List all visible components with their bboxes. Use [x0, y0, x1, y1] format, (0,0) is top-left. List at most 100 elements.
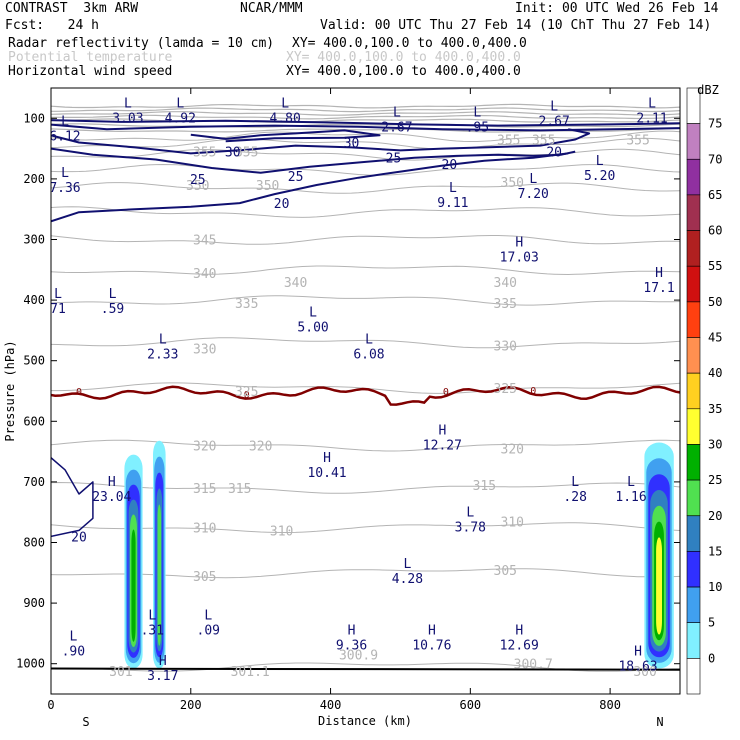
y-tick-label: 200 — [23, 172, 45, 186]
theta-isentrope — [51, 235, 680, 245]
extremum-marker: L — [550, 99, 558, 114]
theta-contour-label: 335 — [494, 297, 517, 312]
extremum-marker: L — [109, 287, 117, 302]
extremum-value: 10.76 — [412, 638, 451, 653]
extremum-marker: L — [627, 475, 635, 490]
y-tick-label: 500 — [23, 354, 45, 368]
extremum-value: 2.33 — [147, 348, 178, 363]
extremum-value: 1.16 — [615, 490, 646, 505]
theta-isentrope — [51, 137, 680, 150]
theta-isentrope — [51, 123, 680, 128]
wind-isotach — [51, 119, 680, 127]
colorbar-swatch — [686, 194, 701, 231]
colorbar-swatch — [686, 408, 701, 445]
colorbar-swatch — [686, 301, 701, 338]
extremum-marker: L — [281, 96, 289, 111]
theta-contour-label: 315 — [193, 482, 216, 497]
theta-isentrope — [51, 182, 680, 194]
theta-contour-label: 350 — [256, 179, 279, 194]
wind-isotach — [51, 147, 576, 174]
theta-contour-label: 345 — [193, 234, 216, 249]
colorbar-swatch — [686, 551, 701, 588]
freezing-line-label: 0 — [244, 390, 250, 401]
extremum-marker: H — [428, 623, 436, 638]
theta-contour-label: 305 — [193, 570, 216, 585]
colorbar-swatch — [686, 515, 701, 552]
extremum-marker: L — [61, 166, 69, 181]
extremum-marker: L — [393, 105, 401, 120]
theta-isentrope — [51, 206, 680, 218]
extremum-value: 9.36 — [336, 638, 367, 653]
colorbar-swatch — [686, 123, 701, 160]
wind-contour-label: 20 — [442, 158, 458, 173]
theta-contour-label: 301 — [109, 665, 132, 680]
extremum-value: 4.92 — [165, 111, 196, 126]
reflectivity-cell — [157, 504, 161, 646]
extremum-value: 3.03 — [112, 111, 143, 126]
theta-contour-label: 355 — [497, 134, 520, 149]
wind-isotach — [51, 152, 569, 223]
colorbar-swatch — [686, 159, 701, 196]
freezing-level-line — [51, 385, 680, 406]
theta-contour-label: 310 — [501, 515, 524, 530]
colorbar-swatch — [686, 586, 701, 623]
theta-isentrope — [51, 118, 680, 123]
x-tick-label: 0 — [47, 698, 54, 712]
header-valid: Valid: 00 UTC Thu 27 Feb 14 (10 ChT Thu … — [320, 18, 712, 33]
theta-contour-label: 335 — [235, 297, 258, 312]
theta-contour-label: 320 — [501, 443, 524, 458]
y-tick-label: 900 — [23, 596, 45, 610]
extremum-value: 7.20 — [518, 187, 549, 202]
freezing-line-label: 0 — [76, 387, 82, 398]
extremum-marker: L — [648, 96, 656, 111]
colorbar-tick-label: 65 — [708, 188, 722, 202]
theta-contour-label: 301.1 — [231, 665, 270, 680]
extremum-value: 3.78 — [455, 520, 486, 535]
extremum-value: 23.04 — [92, 490, 131, 505]
extremum-value: .90 — [62, 645, 85, 660]
north-label: N — [656, 715, 663, 729]
extremum-marker: L — [529, 172, 537, 187]
colorbar-swatch — [686, 337, 701, 374]
freezing-line: 0 0 0 0 — [51, 385, 680, 671]
colorbar-swatch — [686, 622, 701, 659]
extremum-marker: L — [473, 105, 481, 120]
colorbar-swatch — [686, 230, 701, 267]
reflectivity-cell — [656, 537, 662, 635]
extremum-value: .09 — [197, 623, 220, 638]
x-tick-label: 400 — [320, 698, 342, 712]
wind-contour-label: 20 — [71, 530, 87, 545]
extremum-value: 2.67 — [381, 120, 412, 135]
theta-contour-label: 325 — [235, 385, 258, 400]
theta-contour-label: 325 — [494, 382, 517, 397]
extremum-marker: H — [655, 266, 663, 281]
theta-isentrope — [51, 568, 680, 579]
extremum-value: .95 — [466, 120, 489, 135]
colorbar-tick-label: 10 — [708, 580, 722, 594]
wind-contour-label: 30 — [225, 146, 241, 161]
theta-isentrope — [51, 265, 680, 276]
theta-contour-label: 300.7 — [514, 658, 553, 673]
theta-isentrope — [51, 662, 680, 672]
wind-speed-contours — [51, 119, 680, 538]
theta-contour-label: 340 — [494, 276, 517, 291]
colorbar-tick-label: 15 — [708, 544, 722, 558]
extremum-value: 4.28 — [392, 572, 423, 587]
plot-area: 0 0 0 0 355 355 355 355 355 350 350 350 345 340 340 34… — [51, 96, 680, 684]
theta-contour-label: 305 — [494, 564, 517, 579]
extremum-value: 2.11 — [636, 111, 667, 126]
y-axis-label: Pressure (hPa) — [3, 340, 17, 441]
extremum-marker: L — [404, 557, 412, 572]
extremum-value: 17.03 — [500, 251, 539, 266]
wind-isotach — [51, 128, 591, 155]
theta-contour-label: 350 — [501, 176, 524, 191]
theta-isentrope — [51, 103, 680, 109]
wind-isotach — [51, 457, 94, 538]
extremum-marker: L — [148, 608, 156, 623]
extremum-marker: L — [159, 333, 167, 348]
header-org: NCAR/MMM — [240, 1, 303, 16]
extremum-value: 5.00 — [297, 320, 328, 335]
